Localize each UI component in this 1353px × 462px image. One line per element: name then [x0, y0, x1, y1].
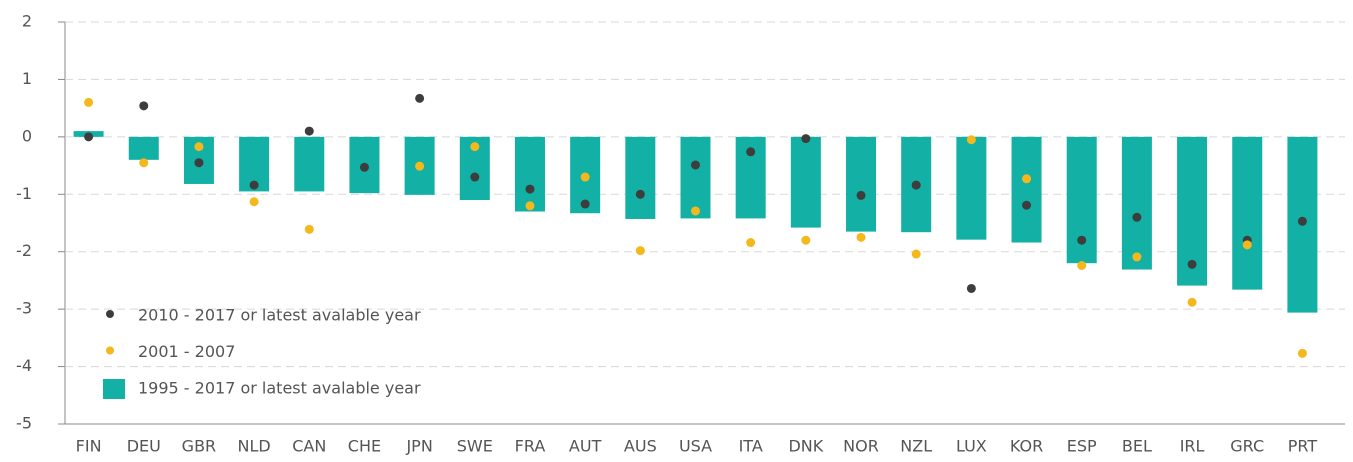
dot: [856, 232, 866, 242]
dot: [1297, 348, 1307, 358]
x-tick-label: ESP: [1067, 437, 1097, 456]
dot: [580, 199, 590, 209]
dot: [635, 189, 645, 199]
x-tick-label: DEU: [127, 437, 161, 456]
bar: [1121, 136, 1152, 270]
x-tick-label: IRL: [1180, 437, 1205, 456]
dot: [966, 283, 976, 293]
x-tick-label: ITA: [739, 437, 763, 456]
x-tick-label: FIN: [76, 437, 102, 456]
x-tick-label: JPN: [405, 437, 432, 456]
dot: [911, 249, 921, 259]
y-tick-label: -2: [16, 241, 32, 260]
x-tick-label: USA: [679, 437, 712, 456]
dot: [691, 160, 700, 170]
y-tick-label: 2: [22, 12, 32, 31]
dot: [249, 197, 259, 207]
dot: [359, 162, 369, 172]
dot: [139, 101, 149, 111]
y-tick-label: -3: [16, 299, 32, 318]
x-tick-label: GBR: [182, 437, 217, 456]
dot: [691, 206, 700, 216]
dot: [635, 246, 645, 256]
dot: [1297, 216, 1307, 226]
dot: [525, 184, 535, 194]
bar: [790, 136, 821, 228]
dot: [746, 147, 756, 157]
dot: [1132, 252, 1142, 262]
legend-swatch: [103, 379, 125, 399]
x-tick-label: GRC: [1230, 437, 1264, 456]
bar: [846, 136, 877, 232]
bar: [128, 136, 159, 160]
x-tick-label: AUS: [624, 437, 657, 456]
bar: [1011, 136, 1042, 243]
dot: [84, 132, 94, 142]
legend-marker: [106, 310, 114, 318]
dot: [1077, 260, 1087, 270]
legend-label: 2001 - 2007: [138, 342, 235, 361]
x-tick-label: KOR: [1010, 437, 1043, 456]
legend-label: 2010 - 2017 or latest avalable year: [138, 306, 421, 325]
dot: [194, 142, 204, 152]
x-tick-label: LUX: [956, 437, 987, 456]
y-tick-label: 0: [22, 126, 32, 145]
x-tick-label: CHE: [348, 437, 381, 456]
x-tick-label: PRT: [1288, 437, 1318, 456]
dot: [911, 180, 921, 190]
dot: [1242, 240, 1252, 250]
dot: [1187, 297, 1197, 307]
dot: [84, 97, 94, 107]
x-tick-label: NOR: [843, 437, 879, 456]
dot: [304, 224, 314, 234]
dot: [1022, 174, 1032, 184]
dot: [1187, 259, 1197, 269]
x-tick-label: NZL: [900, 437, 932, 456]
legend-label: 1995 - 2017 or latest avalable year: [138, 379, 421, 398]
bar: [680, 136, 711, 219]
x-tick-label: SWE: [457, 437, 493, 456]
dot: [139, 158, 149, 168]
y-tick-label: -1: [16, 184, 32, 203]
dot: [304, 126, 314, 136]
dot: [580, 172, 590, 182]
bar: [1232, 136, 1263, 290]
legend-marker: [106, 346, 114, 355]
dot: [525, 201, 535, 211]
x-tick-label: NLD: [238, 437, 271, 456]
dot: [801, 134, 811, 144]
x-tick-label: CAN: [292, 437, 326, 456]
y-tick-label: -4: [16, 356, 32, 375]
dot: [470, 172, 480, 182]
bar: [956, 136, 987, 240]
dot: [194, 158, 204, 168]
bar: [294, 136, 325, 192]
dot: [966, 135, 976, 145]
x-tick-label: FRA: [515, 437, 546, 456]
dot: [249, 180, 259, 190]
dot: [801, 235, 811, 245]
dot: [470, 142, 480, 152]
dot: [415, 93, 425, 103]
dot: [1022, 200, 1032, 210]
dot: [746, 238, 756, 248]
x-tick-label: BEL: [1122, 437, 1152, 456]
x-tick-label: DNK: [788, 437, 823, 456]
dot: [415, 161, 425, 171]
bar: [514, 136, 545, 212]
y-tick-label: 1: [22, 69, 32, 88]
y-tick-label: -5: [16, 414, 32, 433]
dot: [1132, 212, 1142, 222]
x-tick-label: AUT: [569, 437, 602, 456]
bar: [625, 136, 656, 219]
dot: [1077, 235, 1087, 245]
dot: [856, 190, 866, 200]
